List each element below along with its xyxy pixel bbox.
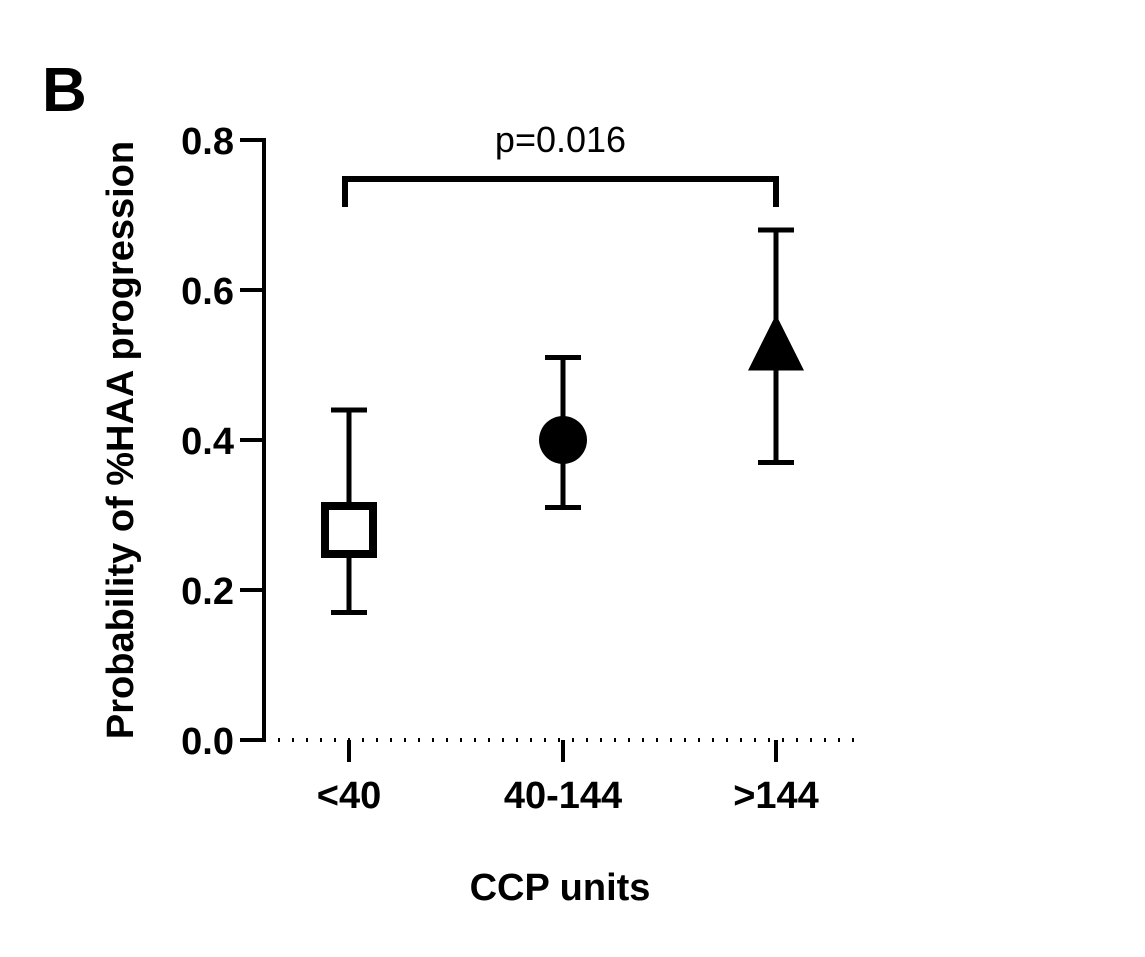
p-value-label: p=0.016 [495, 119, 626, 160]
y-axis-label: Probability of %HAA progression [100, 141, 142, 739]
y-tick-label: 0.4 [181, 421, 234, 463]
x-tick-label: >144 [733, 775, 819, 817]
x-tick-label: <40 [317, 775, 381, 817]
data-points [321, 314, 804, 558]
y-tick-label: 0.0 [181, 721, 234, 763]
data-point-triangle [748, 314, 804, 371]
y-tick-label: 0.6 [181, 271, 234, 313]
data-point-square [321, 502, 377, 558]
y-ticks: 0.0 0.2 0.4 0.6 0.8 [181, 121, 264, 763]
y-tick-label: 0.8 [181, 121, 234, 163]
bracket-line [342, 176, 779, 207]
x-axis-label: CCP units [470, 867, 651, 909]
significance-bracket: p=0.016 [342, 119, 779, 207]
panel-label: B [42, 56, 87, 125]
x-tick-label: 40-144 [504, 775, 622, 817]
x-ticks: <40 40-144 >144 [317, 740, 819, 817]
y-tick-label: 0.2 [181, 571, 234, 613]
data-point-circle [539, 416, 587, 464]
